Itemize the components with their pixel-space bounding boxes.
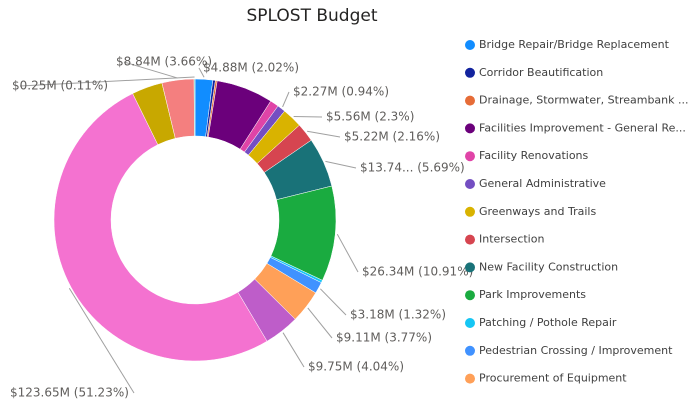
donut-slice — [193, 78, 196, 137]
legend-marker — [465, 123, 475, 134]
legend-label: General Administrative — [479, 177, 606, 190]
legend-marker — [465, 40, 475, 50]
legend-marker — [465, 373, 475, 384]
leader-line — [320, 288, 347, 316]
data-label: $123.65M (51.23%) — [10, 386, 129, 400]
legend-label: New Facility Construction — [479, 260, 618, 273]
legend-label: Bridge Repair/Bridge Replacement — [479, 38, 670, 51]
legend-label: Intersection — [479, 233, 544, 246]
legend-marker — [465, 67, 475, 78]
leader-line — [293, 115, 323, 118]
data-label: $4.88M (2.02%) — [203, 61, 299, 75]
legend-marker — [465, 179, 475, 189]
leader-line — [325, 160, 357, 169]
legend-label: Corridor Beautification — [479, 66, 603, 79]
legend-marker — [465, 345, 475, 356]
data-label: $26.34M (10.91%) — [362, 265, 473, 279]
legend-label: Greenways and Trails — [479, 205, 596, 218]
legend-marker — [465, 234, 475, 245]
leader-line — [198, 67, 205, 78]
legend-label: Park Improvements — [479, 288, 586, 301]
leader-line — [307, 130, 341, 138]
legend-label: Procurement of Equipment — [479, 372, 627, 385]
leader-line — [123, 61, 178, 79]
data-label: $5.22M (2.16%) — [344, 130, 440, 144]
leader-line — [307, 307, 333, 339]
leader-line — [282, 91, 290, 108]
legend-label: Facilities Improvement - General Re... — [479, 121, 686, 134]
data-label: $13.74... (5.69%) — [360, 161, 465, 175]
data-label: $5.56M (2.3%) — [326, 110, 414, 124]
legend-label: Facility Renovations — [479, 149, 589, 162]
legend-marker — [465, 151, 475, 162]
leader-line — [282, 332, 305, 368]
data-label: $9.11M (3.77%) — [336, 331, 432, 345]
chart-title: SPLOST Budget — [246, 6, 377, 26]
data-label: $8.84M (3.66%) — [116, 55, 212, 69]
donut-slice — [53, 93, 268, 362]
leader-line — [336, 233, 359, 273]
legend-marker — [465, 95, 475, 106]
data-label: $3.18M (1.32%) — [350, 308, 446, 322]
data-label: $0.25M (0.11%) — [12, 79, 108, 93]
leader-line — [68, 287, 135, 394]
legend-marker — [465, 318, 475, 328]
legend-label: Drainage, Stormwater, Streambank ... — [479, 94, 689, 107]
leader-line — [19, 76, 195, 87]
legend-marker — [465, 262, 475, 273]
data-label: $2.27M (0.94%) — [293, 85, 389, 99]
legend-label: Pedestrian Crossing / Improvement — [479, 344, 673, 357]
legend-marker — [465, 206, 475, 217]
legend-label: Patching / Pothole Repair — [479, 316, 617, 329]
legend-marker — [465, 290, 475, 301]
data-label: $9.75M (4.04%) — [308, 360, 404, 374]
